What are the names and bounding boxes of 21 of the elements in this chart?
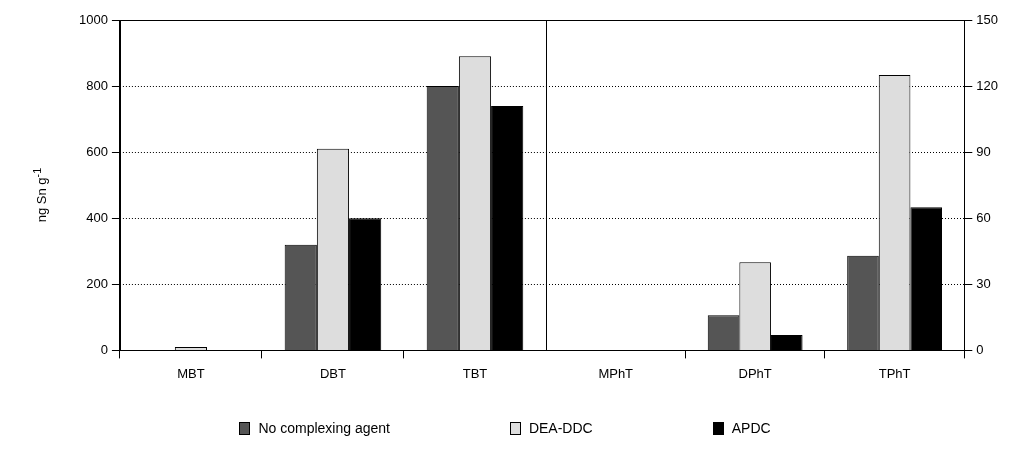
x-tick-label: TPhT: [878, 365, 911, 381]
legend-label: No complexing agent: [258, 420, 390, 436]
y-tick-label: 800: [86, 77, 108, 93]
x-tick-label: MBT: [177, 365, 205, 381]
y-tick-label: 0: [100, 341, 108, 357]
x-tick-label: MPhT: [598, 365, 634, 381]
y-tick-label: 1000: [79, 11, 108, 27]
legend-label: APDC: [731, 420, 771, 436]
y2-tick-label: 90: [976, 143, 991, 159]
y-tick-label: 400: [86, 209, 108, 225]
x-tick-label: DBT: [319, 365, 347, 381]
y2-tick-label: 0: [976, 341, 984, 357]
y2-tick-label: 120: [976, 77, 999, 93]
y2-tick-label: 60: [976, 209, 991, 225]
y-tick-label: 200: [86, 275, 108, 291]
x-tick-label: DPhT: [738, 365, 772, 381]
legend-label: DEA-DDC: [528, 420, 593, 436]
y-tick-label: 600: [86, 143, 108, 159]
y2-tick-label: 30: [976, 275, 991, 291]
y2-tick-label: 150: [976, 11, 999, 27]
x-tick-label: TBT: [462, 365, 488, 381]
